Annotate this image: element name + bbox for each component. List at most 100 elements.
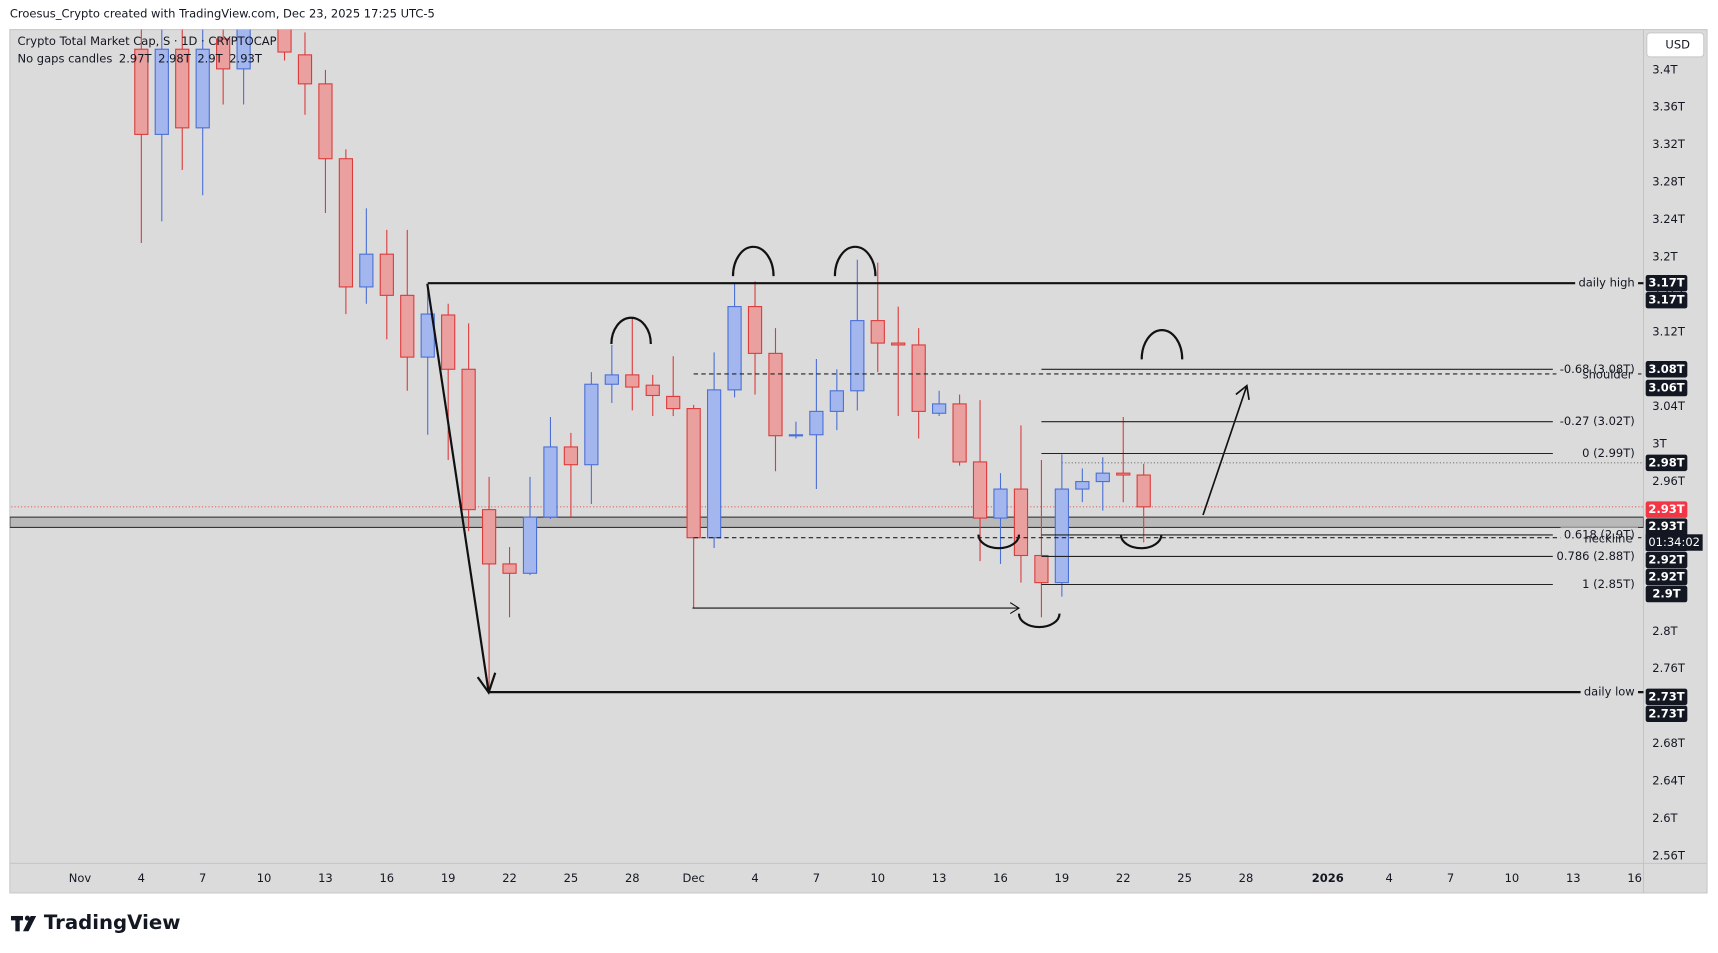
price-badge	[1645, 274, 1688, 292]
y-tick-label: 2.64T	[1652, 774, 1686, 788]
legend-value: 2.9T	[197, 52, 223, 66]
level-label: daily low	[1584, 685, 1635, 699]
x-tick-label: 25	[1177, 871, 1192, 885]
y-tick-label: 3.2T	[1652, 249, 1678, 263]
candle-body	[195, 48, 210, 129]
candle-body	[277, 29, 292, 53]
candle-body	[768, 352, 783, 437]
candle-body	[236, 29, 251, 70]
trough-arc	[1119, 534, 1163, 550]
y-tick-label: 2.96T	[1652, 474, 1686, 488]
candle-body	[686, 408, 701, 539]
fib-label-bg	[1578, 445, 1639, 460]
x-tick-label: 10	[1505, 871, 1520, 885]
y-tick-label: 3.12T	[1652, 324, 1686, 338]
price-badge	[1645, 568, 1688, 586]
x-tick-label: 16	[993, 871, 1008, 885]
candle-body	[604, 374, 619, 385]
price-badge-label: 2.73T	[1648, 689, 1684, 703]
candle-body	[216, 38, 231, 70]
candle-body	[1116, 472, 1131, 476]
candle-body	[563, 446, 579, 466]
y-tick-label: 3.04T	[1652, 399, 1686, 413]
shoulder-arc	[610, 316, 652, 345]
arrow-head	[1235, 384, 1250, 401]
price-badge-label: 3.06T	[1648, 380, 1684, 394]
arrow-head	[476, 672, 497, 695]
x-tick-label: 13	[932, 871, 947, 885]
x-tick-label: 10	[870, 871, 885, 885]
legend-value: 2.93T	[229, 52, 263, 66]
y-tick-label: 2.76T	[1652, 661, 1686, 675]
candle-body	[809, 410, 824, 436]
arrow-head	[1009, 602, 1021, 615]
fib-label-bg	[1556, 361, 1639, 376]
x-tick-label: Dec	[683, 871, 705, 885]
x-tick-label: 22	[502, 871, 517, 885]
logo-icon	[10, 915, 37, 932]
legend-subtitle: No gaps candles	[18, 52, 113, 66]
currency-box[interactable]	[1646, 32, 1705, 58]
candle-body	[932, 403, 947, 414]
candle-body	[481, 509, 497, 565]
shoulder-arc	[1140, 329, 1184, 360]
price-badge	[1645, 585, 1688, 603]
y-tick-label: 3T	[1652, 437, 1667, 451]
x-tick-label: 4	[751, 871, 758, 885]
chart-background	[9, 29, 1708, 894]
candle-body	[1054, 488, 1069, 584]
price-badge	[1645, 501, 1688, 518]
candle-body	[297, 54, 313, 85]
legend-value: 2.97T	[119, 52, 153, 66]
header-text: Croesus_Crypto created with TradingView.…	[10, 7, 435, 21]
candle-body	[1095, 472, 1110, 483]
x-tick-label: 19	[441, 871, 456, 885]
candle-body	[625, 374, 640, 388]
candle-body	[175, 48, 190, 129]
price-badge	[1645, 454, 1688, 472]
price-badge-label: 3.08T	[1648, 362, 1684, 376]
price-badge-label: 2.92T	[1648, 553, 1684, 567]
x-tick-label: 25	[564, 871, 579, 885]
candle-body	[522, 516, 538, 574]
x-tick-label: 19	[1055, 871, 1070, 885]
candle-body	[850, 320, 865, 392]
y-tick-label: 2.8T	[1652, 624, 1678, 638]
candle-body	[993, 488, 1008, 519]
y-tick-label: 2.56T	[1652, 848, 1686, 862]
candle-body	[706, 389, 722, 539]
x-tick-label: 4	[1386, 871, 1393, 885]
logo-text: TradingView	[44, 911, 181, 934]
level-label: daily high	[1578, 276, 1634, 290]
candle-body	[543, 446, 558, 518]
candle-body	[666, 395, 681, 410]
candle-body	[870, 320, 885, 344]
price-badge-label: 2.9T	[1652, 587, 1680, 601]
trend-arrow	[426, 283, 490, 693]
head-arc	[731, 245, 775, 277]
price-badge-label: 2.92T	[1648, 570, 1684, 584]
x-tick-label: 13	[318, 871, 333, 885]
candle-body	[1136, 474, 1151, 508]
x-tick-label: 28	[1239, 871, 1254, 885]
candle-body	[1034, 554, 1049, 584]
x-tick-label: 16	[379, 871, 394, 885]
price-badge	[1645, 688, 1688, 706]
price-badge-label: 2.73T	[1648, 706, 1684, 720]
legend-value: 2.98T	[158, 52, 192, 66]
projection-arrow	[1202, 385, 1248, 516]
candle-body	[972, 461, 988, 519]
x-tick-label: 7	[813, 871, 820, 885]
y-tick-label: 3.36T	[1652, 100, 1686, 114]
candle-body	[154, 48, 169, 135]
price-badge	[1645, 361, 1688, 378]
candle-body	[584, 383, 599, 466]
trough-arc	[1017, 613, 1061, 629]
candle-body	[911, 344, 926, 412]
x-tick-label: 7	[1447, 871, 1454, 885]
price-badge-label: 3.17T	[1648, 293, 1684, 307]
logo-part	[24, 915, 30, 921]
currency-label[interactable]: USD	[1665, 37, 1690, 51]
candle-body	[829, 390, 844, 412]
candle-body	[1075, 481, 1090, 490]
